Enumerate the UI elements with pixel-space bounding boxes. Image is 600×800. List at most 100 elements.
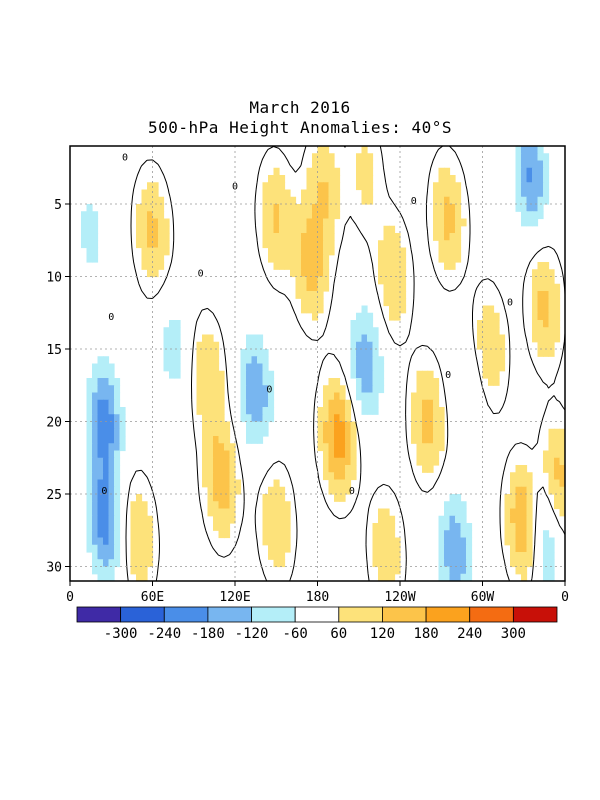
- field-cell: [273, 218, 280, 227]
- field-cell: [367, 196, 374, 205]
- field-cell: [136, 566, 143, 575]
- field-cell: [422, 399, 429, 408]
- field-cell: [378, 508, 385, 517]
- field-cell: [86, 472, 93, 481]
- y-tick-label: 15: [46, 343, 62, 358]
- field-cell: [537, 189, 544, 198]
- field-cell: [510, 537, 517, 546]
- field-cell: [323, 160, 330, 169]
- field-cell: [378, 515, 385, 524]
- field-cell: [389, 254, 396, 263]
- field-cell: [246, 363, 253, 372]
- field-cell: [394, 240, 401, 249]
- field-cell: [268, 196, 275, 205]
- field-cell: [378, 566, 385, 575]
- field-cell: [306, 240, 313, 249]
- field-cell: [499, 356, 506, 365]
- field-cell: [400, 276, 407, 285]
- field-cell: [345, 414, 352, 423]
- field-cell: [86, 544, 93, 553]
- field-cell: [350, 457, 357, 466]
- field-cell: [97, 515, 104, 524]
- field-cell: [356, 349, 363, 357]
- field-cell: [334, 211, 341, 220]
- field-cell: [427, 399, 434, 408]
- field-cell: [169, 341, 176, 350]
- field-cell: [548, 436, 555, 444]
- field-cell: [174, 327, 181, 336]
- field-cell: [213, 363, 220, 372]
- field-cell: [136, 494, 143, 502]
- field-cell: [339, 407, 346, 415]
- field-cell: [290, 196, 297, 205]
- field-cell: [427, 414, 434, 423]
- field-cell: [251, 392, 258, 401]
- field-cell: [141, 559, 148, 568]
- field-cell: [273, 262, 280, 270]
- field-cell: [207, 407, 214, 415]
- field-cell: [141, 196, 148, 205]
- field-cell: [218, 392, 225, 401]
- field-cell: [284, 218, 291, 227]
- field-cell: [306, 262, 313, 270]
- contour-label: 0: [266, 385, 272, 396]
- colorbar-swatch: [425, 606, 471, 623]
- field-cell: [196, 363, 203, 372]
- field-cell: [383, 508, 390, 517]
- field-cell: [141, 515, 148, 524]
- field-cell: [378, 385, 385, 394]
- field-cell: [284, 515, 291, 524]
- field-cell: [389, 225, 396, 234]
- field-cell: [268, 204, 275, 212]
- field-cell: [86, 465, 93, 473]
- field-cell: [449, 204, 456, 212]
- field-cell: [416, 385, 423, 394]
- field-cell: [460, 530, 467, 539]
- field-cell: [532, 160, 539, 169]
- field-cell: [130, 559, 137, 568]
- field-cell: [158, 211, 165, 220]
- field-cell: [97, 559, 104, 568]
- field-cell: [554, 312, 561, 321]
- field-cell: [262, 530, 269, 539]
- field-cell: [103, 392, 110, 401]
- field-cell: [202, 436, 209, 444]
- field-cell: [433, 421, 440, 430]
- field-cell: [218, 508, 225, 517]
- field-cell: [273, 247, 280, 256]
- field-cell: [559, 436, 565, 444]
- field-cell: [543, 559, 550, 568]
- field-cell: [350, 370, 357, 379]
- field-cell: [554, 436, 561, 444]
- field-cell: [449, 175, 456, 183]
- field-cell: [389, 523, 396, 531]
- field-cell: [444, 247, 451, 256]
- field-cell: [141, 211, 148, 220]
- field-cell: [312, 211, 319, 220]
- field-cell: [339, 450, 346, 459]
- field-cell: [218, 457, 225, 466]
- field-cell: [86, 443, 93, 452]
- field-cell: [97, 486, 104, 495]
- field-cell: [218, 515, 225, 524]
- field-cell: [295, 262, 302, 270]
- field-cell: [361, 182, 368, 191]
- field-cell: [543, 196, 550, 205]
- field-cell: [108, 392, 115, 401]
- field-cell: [438, 428, 445, 437]
- field-cell: [559, 443, 565, 452]
- field-cell: [224, 508, 231, 517]
- field-cell: [444, 573, 451, 581]
- field-cell: [334, 175, 341, 183]
- field-cell: [537, 167, 544, 176]
- field-cell: [482, 370, 489, 379]
- field-cell: [488, 341, 495, 350]
- field-cell: [328, 233, 335, 241]
- field-cell: [328, 450, 335, 459]
- field-cell: [378, 544, 385, 553]
- field-cell: [92, 414, 99, 423]
- field-cell: [378, 573, 385, 581]
- field-cell: [130, 501, 137, 510]
- field-cell: [532, 327, 539, 336]
- field-cell: [202, 378, 209, 386]
